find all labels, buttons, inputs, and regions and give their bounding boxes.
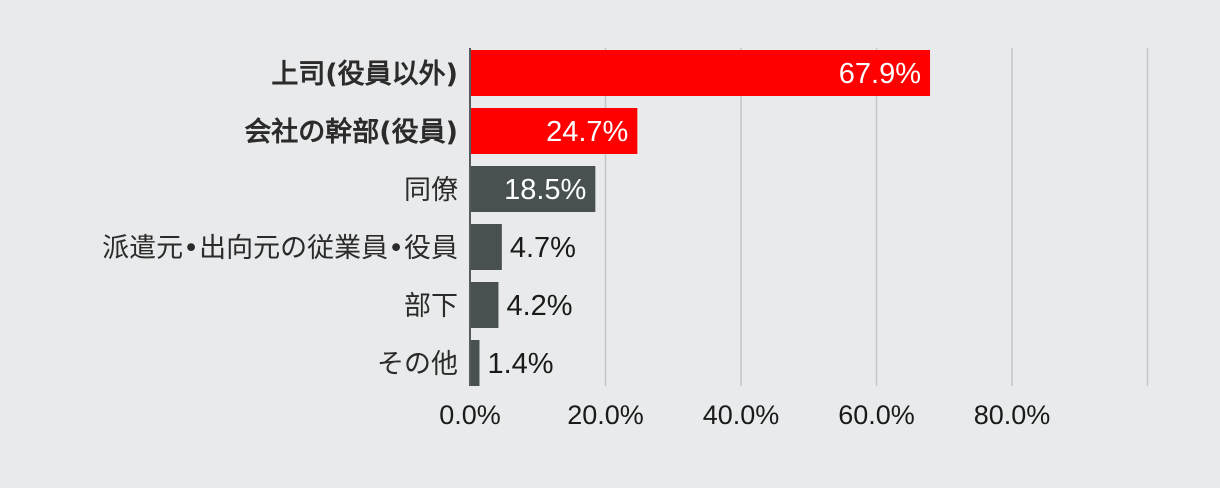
value-labels: 67.9% 24.7% 18.5% 4.7% 4.2% 1.4% — [487, 58, 921, 380]
value-label-3: 4.7% — [510, 232, 576, 264]
value-label-0: 67.9% — [839, 58, 921, 90]
bar-2 — [470, 166, 596, 212]
bar-0 — [470, 50, 931, 96]
value-label-2: 18.5% — [504, 174, 586, 206]
value-label-1: 24.7% — [546, 116, 628, 148]
bar-1 — [470, 108, 638, 154]
category-label-3: 派遣元•出向元の従業員•役員 — [102, 233, 458, 264]
x-axis-tick-labels: 0.0% 20.0% 40.0% 60.0% 80.0% — [439, 400, 1050, 430]
category-label-4: 部下 — [404, 291, 458, 322]
grid-lines — [604, 48, 1149, 386]
bars — [470, 50, 931, 386]
category-label-1: 会社の幹部(役員) — [244, 116, 458, 148]
value-label-4: 4.2% — [506, 290, 572, 322]
category-label-5: その他 — [377, 349, 458, 380]
bar-3 — [470, 224, 502, 270]
category-label-0: 上司(役員以外) — [271, 59, 458, 90]
x-tick-label-1: 20.0% — [567, 400, 644, 430]
x-tick-label-4: 80.0% — [974, 400, 1051, 430]
value-label-5: 1.4% — [487, 348, 553, 380]
x-tick-label-3: 60.0% — [838, 400, 915, 430]
category-label-2: 同僚 — [404, 175, 458, 206]
x-tick-label-0: 0.0% — [439, 400, 501, 430]
bar-4 — [470, 282, 499, 328]
bar-5 — [470, 340, 480, 386]
x-tick-label-2: 40.0% — [703, 400, 780, 430]
